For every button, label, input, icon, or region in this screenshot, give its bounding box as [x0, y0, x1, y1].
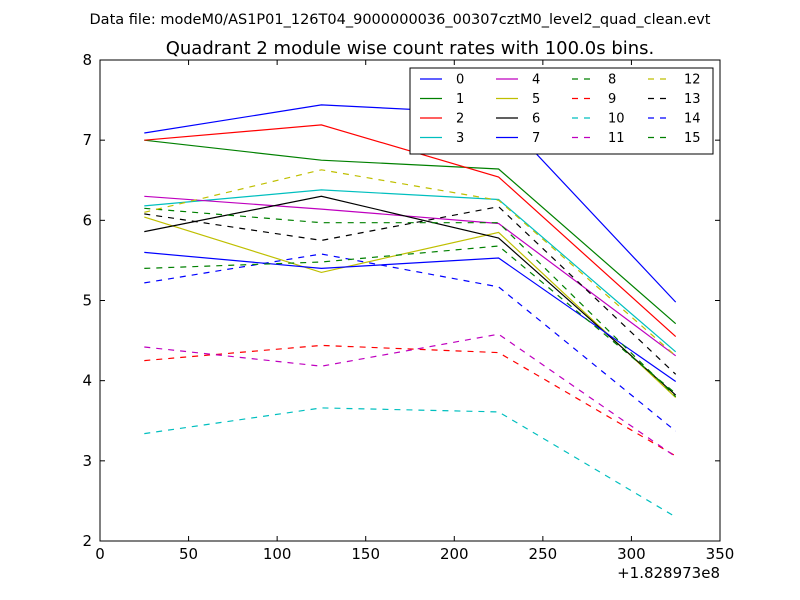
legend-label-1: 1 [456, 92, 464, 107]
legend-label-7: 7 [532, 131, 540, 146]
legend-label-4: 4 [532, 73, 540, 88]
series-line-9 [144, 344, 677, 457]
series-line-2 [144, 124, 677, 338]
legend-label-15: 15 [684, 131, 701, 146]
series-line-7 [144, 251, 677, 382]
legend-label-14: 14 [684, 112, 701, 127]
series-line-4 [144, 195, 677, 357]
series-line-14 [144, 253, 677, 432]
legend-label-8: 8 [608, 73, 616, 88]
y-tick-label: 7 [82, 131, 92, 149]
x-tick-label: 250 [529, 545, 558, 563]
x-axis: 0 50 100 150 200 250 300 350 [95, 60, 734, 563]
y-tick-label: 6 [82, 211, 92, 229]
plot-lines [144, 104, 677, 518]
legend-label-0: 0 [456, 73, 464, 88]
chart-suptitle: Data file: modeM0/AS1P01_126T04_90000000… [90, 12, 711, 28]
x-tick-label: 300 [617, 545, 646, 563]
series-line-10 [144, 407, 677, 518]
x-tick-label: 350 [706, 545, 735, 563]
y-tick-label: 5 [82, 292, 92, 310]
legend-label-10: 10 [608, 112, 625, 127]
series-line-3 [144, 189, 677, 353]
y-tick-label: 4 [82, 372, 92, 390]
legend-label-6: 6 [532, 112, 540, 127]
legend-label-13: 13 [684, 92, 701, 107]
series-line-1 [144, 139, 677, 325]
series-line-11 [144, 333, 677, 458]
x-tick-label: 100 [263, 545, 292, 563]
y-tick-label: 3 [82, 452, 92, 470]
legend-label-12: 12 [684, 73, 701, 88]
series-line-6 [144, 195, 677, 396]
legend-label-9: 9 [608, 92, 616, 107]
x-tick-label: 0 [95, 545, 105, 563]
x-tick-label: 150 [351, 545, 380, 563]
series-line-5 [144, 216, 677, 398]
legend-label-5: 5 [532, 92, 540, 107]
series-line-13 [144, 206, 677, 375]
legend-box [409, 67, 714, 155]
x-offset-label: +1.828973e8 [617, 564, 720, 582]
x-tick-label: 50 [179, 545, 198, 563]
chart-title: Quadrant 2 module wise count rates with … [166, 38, 655, 59]
legend-label-3: 3 [456, 131, 464, 146]
y-axis: 2 3 4 5 6 7 8 [82, 51, 720, 550]
legend-label-11: 11 [608, 131, 625, 146]
y-tick-label: 8 [82, 51, 92, 69]
y-tick-label: 2 [82, 532, 92, 550]
legend-label-2: 2 [456, 112, 464, 127]
series-line-8 [144, 207, 677, 398]
x-tick-label: 200 [440, 545, 469, 563]
series-line-15 [144, 245, 677, 394]
